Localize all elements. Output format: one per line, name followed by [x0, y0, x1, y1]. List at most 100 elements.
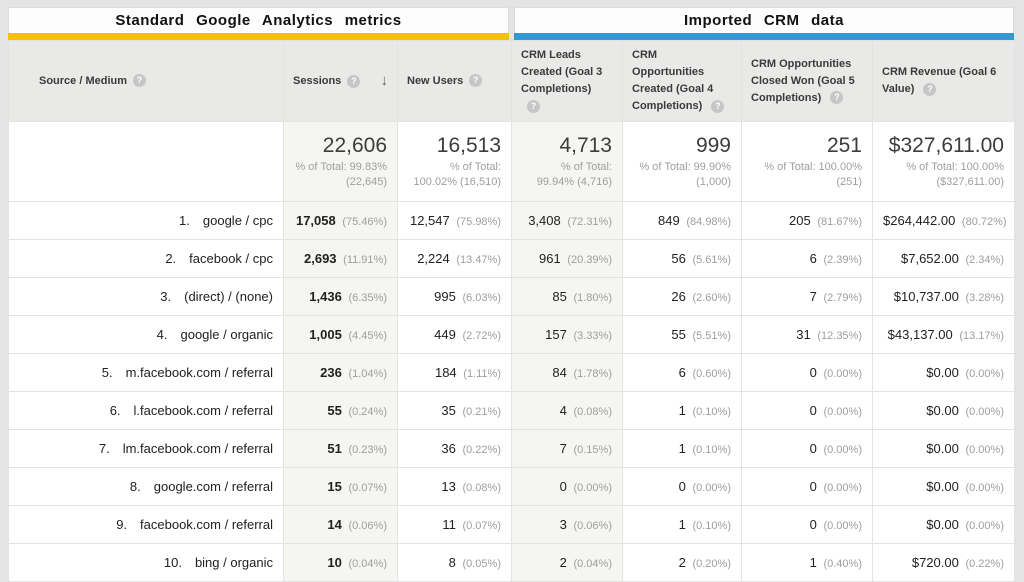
new-users-percent: (0.08%)	[462, 482, 501, 495]
crm-leads-value: 3,408	[528, 213, 561, 229]
new-users-percent: (0.05%)	[462, 558, 501, 571]
help-icon[interactable]: ?	[133, 74, 147, 88]
new-users-value: 8	[448, 555, 456, 571]
crm-opportunities-value: 1	[678, 517, 686, 533]
column-header-row: Source / Medium? Sessions? ↓ New Users? …	[8, 39, 1015, 123]
column-group-titles: Standard Google Analytics metrics Import…	[0, 0, 1024, 40]
help-icon[interactable]: ?	[711, 99, 725, 113]
crm-leads-cell: 7 (0.15%)	[511, 429, 623, 469]
crm-opportunities-cell: 1 (0.10%)	[622, 505, 742, 545]
crm-leads-value: 157	[545, 327, 567, 343]
total-value: 4,713	[559, 133, 612, 157]
sessions-cell: 1,005 (4.45%)	[283, 315, 398, 355]
sessions-percent: (4.45%)	[348, 330, 387, 343]
crm-opportunities-value: 55	[671, 327, 686, 343]
new-users-value: 35	[441, 403, 456, 419]
totals-row: 22,606 % of Total: 99.83% (22,645) 16,51…	[8, 121, 1015, 203]
crm-leads-percent: (0.06%)	[573, 520, 612, 533]
new-users-percent: (6.03%)	[462, 292, 501, 305]
crm-revenue-value: $0.00	[926, 365, 959, 381]
help-icon[interactable]: ?	[347, 74, 361, 88]
new-users-cell: 184 (1.11%)	[397, 353, 512, 393]
crm-closed-won-value: 1	[809, 555, 817, 571]
crm-opportunities-value: 0	[678, 479, 686, 495]
group-title-imported-crm: Imported CRM data	[514, 7, 1014, 33]
table-row: 7. lm.facebook.com / referral 51 (0.23%) …	[8, 429, 1015, 469]
crm-opportunities-percent: (5.51%)	[692, 330, 731, 343]
sessions-percent: (6.35%)	[348, 292, 387, 305]
new-users-percent: (0.22%)	[462, 444, 501, 457]
help-icon[interactable]: ?	[527, 99, 540, 113]
crm-closed-won-cell: 7 (2.79%)	[741, 277, 873, 317]
help-icon[interactable]: ?	[830, 91, 844, 105]
crm-revenue-percent: (0.00%)	[965, 520, 1004, 533]
new-users-cell: 11 (0.07%)	[397, 505, 512, 545]
new-users-percent: (0.07%)	[462, 520, 501, 533]
column-header-crm-leads-created[interactable]: CRM Leads Created (Goal 3 Completions) ?	[511, 39, 623, 123]
table-row: 3. (direct) / (none) 1,436 (6.35%) 995 (6…	[8, 277, 1015, 317]
crm-closed-won-percent: (0.00%)	[823, 520, 862, 533]
crm-revenue-value: $0.00	[926, 441, 959, 457]
crm-revenue-value: $7,652.00	[901, 251, 959, 267]
crm-closed-won-percent: (0.00%)	[823, 406, 862, 419]
column-label: CRM Opportunities Created (Goal 4 Comple…	[632, 49, 714, 113]
totals-new-users: 16,513 % of Total: 100.02% (16,510)	[397, 121, 512, 203]
sort-descending-icon[interactable]: ↓	[380, 72, 389, 90]
crm-opportunities-cell: 0 (0.00%)	[622, 467, 742, 507]
total-percent-of-total: % of Total: 99.90% (1,000)	[639, 160, 731, 189]
new-users-value: 36	[441, 441, 456, 457]
crm-closed-won-cell: 0 (0.00%)	[741, 391, 873, 431]
table-row: 4. google / organic 1,005 (4.45%) 449 (2.…	[8, 315, 1015, 355]
sessions-percent: (75.46%)	[342, 216, 387, 229]
sessions-cell: 51 (0.23%)	[283, 429, 398, 469]
source-medium-cell: 6. l.facebook.com / referral	[8, 391, 284, 431]
column-header-crm-revenue[interactable]: CRM Revenue (Goal 6 Value) ?	[872, 39, 1015, 123]
column-header-sessions[interactable]: Sessions? ↓	[283, 39, 398, 123]
help-icon[interactable]: ?	[469, 74, 483, 88]
total-percent-of-total: % of Total: 99.94% (4,716)	[536, 160, 612, 189]
crm-leads-percent: (1.78%)	[573, 368, 612, 381]
column-label: New Users	[407, 74, 464, 87]
new-users-percent: (2.72%)	[462, 330, 501, 343]
crm-opportunities-value: 6	[678, 365, 686, 381]
sessions-cell: 236 (1.04%)	[283, 353, 398, 393]
crm-closed-won-value: 0	[809, 441, 817, 457]
crm-leads-value: 84	[552, 365, 567, 381]
table-row: 6. l.facebook.com / referral 55 (0.24%) 3…	[8, 391, 1015, 431]
total-value: $327,611.00	[888, 133, 1004, 157]
sessions-value: 55	[327, 403, 342, 419]
crm-revenue-value: $43,137.00	[887, 327, 953, 343]
column-header-new-users[interactable]: New Users?	[397, 39, 512, 123]
source-medium-value: m.facebook.com / referral	[125, 365, 273, 381]
crm-opportunities-cell: 6 (0.60%)	[622, 353, 742, 393]
group-standard-ga: Standard Google Analytics metrics	[8, 7, 509, 40]
crm-opportunities-cell: 849 (84.98%)	[622, 201, 742, 241]
help-icon[interactable]: ?	[923, 82, 937, 96]
column-header-crm-opportunities-created[interactable]: CRM Opportunities Created (Goal 4 Comple…	[622, 39, 742, 123]
sessions-value: 51	[327, 441, 342, 457]
new-users-value: 2,224	[417, 251, 450, 267]
sessions-cell: 15 (0.07%)	[283, 467, 398, 507]
crm-revenue-percent: (0.00%)	[965, 482, 1004, 495]
crm-leads-percent: (1.80%)	[573, 292, 612, 305]
crm-leads-cell: 0 (0.00%)	[511, 467, 623, 507]
crm-closed-won-cell: 0 (0.00%)	[741, 505, 873, 545]
column-header-crm-opportunities-closed-won[interactable]: CRM Opportunities Closed Won (Goal 5 Com…	[741, 39, 873, 123]
row-index: 1.	[179, 213, 190, 229]
column-header-source-medium[interactable]: Source / Medium?	[8, 39, 284, 123]
total-value: 999	[695, 133, 731, 157]
sessions-percent: (0.06%)	[348, 520, 387, 533]
crm-revenue-percent: (3.28%)	[965, 292, 1004, 305]
new-users-cell: 36 (0.22%)	[397, 429, 512, 469]
total-percent-of-total: % of Total: 100.02% (16,510)	[413, 160, 501, 189]
crm-opportunities-percent: (84.98%)	[686, 216, 731, 229]
sessions-value: 1,436	[309, 289, 342, 305]
crm-closed-won-percent: (0.00%)	[823, 482, 862, 495]
crm-opportunities-cell: 1 (0.10%)	[622, 391, 742, 431]
crm-revenue-cell: $43,137.00 (13.17%)	[872, 315, 1015, 355]
crm-leads-value: 7	[559, 441, 567, 457]
crm-opportunities-percent: (2.60%)	[692, 292, 731, 305]
crm-closed-won-value: 7	[809, 289, 817, 305]
sessions-percent: (0.04%)	[348, 558, 387, 571]
crm-leads-value: 961	[539, 251, 561, 267]
